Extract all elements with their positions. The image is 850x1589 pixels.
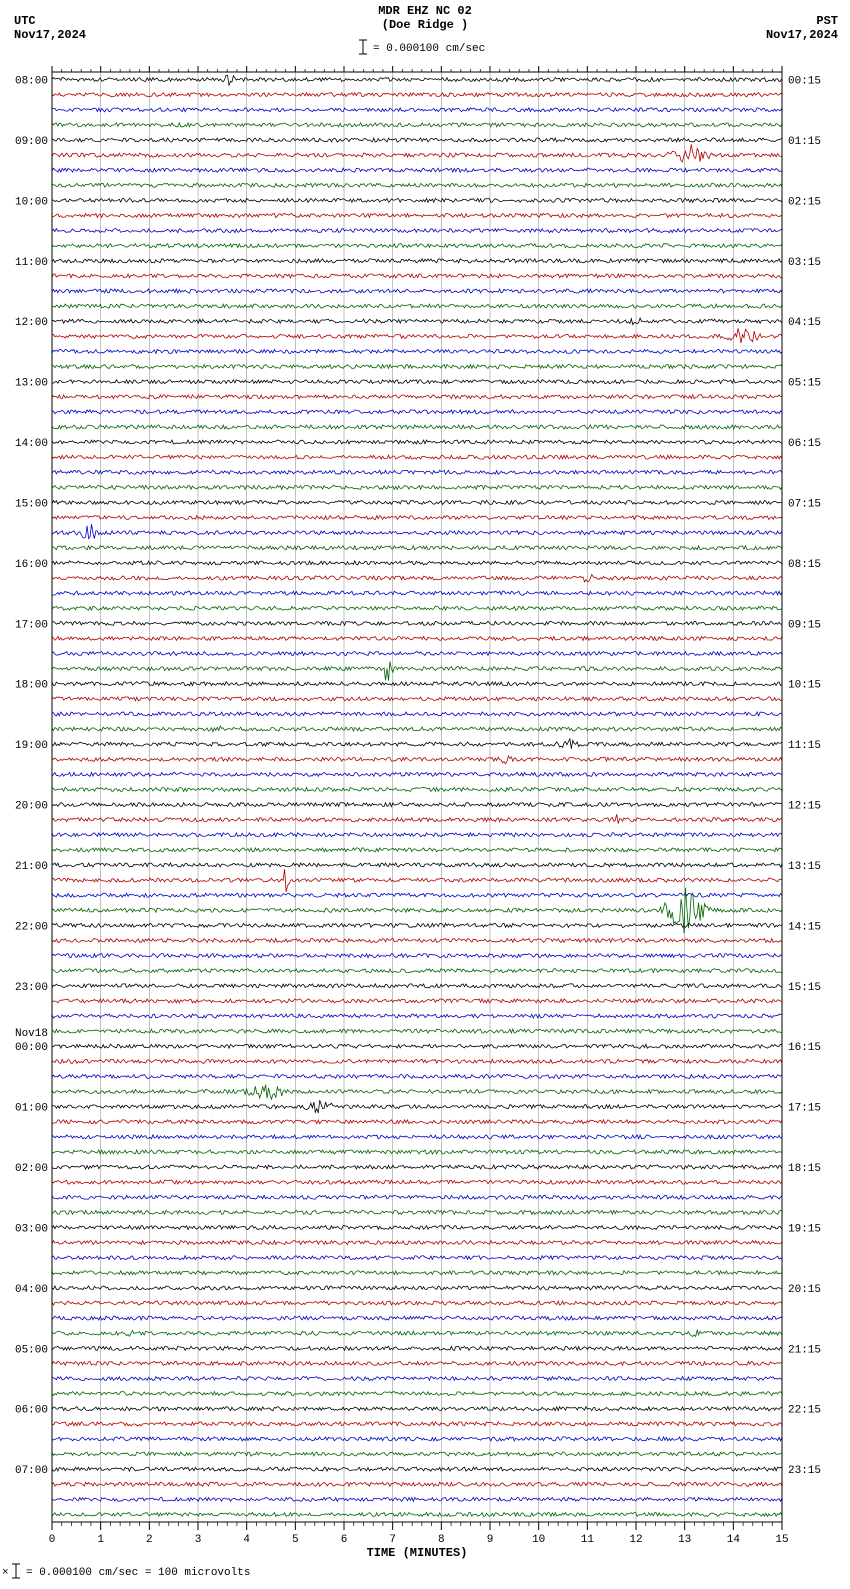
- x-tick-label: 12: [629, 1534, 642, 1546]
- right-date: Nov17,2024: [766, 28, 838, 42]
- x-tick-label: 13: [678, 1534, 691, 1546]
- pst-hour-label: 12:15: [788, 801, 821, 813]
- footer-scale: = 0.000100 cm/sec = 100 microvolts: [26, 1567, 250, 1579]
- utc-hour-label: 01:00: [15, 1103, 48, 1115]
- scale-text: = 0.000100 cm/sec: [373, 43, 485, 55]
- pst-hour-label: 15:15: [788, 982, 821, 994]
- pst-hour-label: 13:15: [788, 861, 821, 873]
- x-tick-label: 3: [195, 1534, 202, 1546]
- utc-hour-label: 09:00: [15, 136, 48, 148]
- utc-hour-label: 12:00: [15, 317, 48, 329]
- utc-hour-label: 06:00: [15, 1405, 48, 1417]
- utc-hour-label: 15:00: [15, 498, 48, 510]
- utc-hour-label: 14:00: [15, 438, 48, 450]
- x-tick-label: 14: [727, 1534, 741, 1546]
- pst-hour-label: 00:15: [788, 76, 821, 88]
- pst-hour-label: 19:15: [788, 1223, 821, 1235]
- x-tick-label: 10: [532, 1534, 545, 1546]
- x-tick-label: 1: [97, 1534, 104, 1546]
- pst-hour-label: 08:15: [788, 559, 821, 571]
- x-tick-label: 8: [438, 1534, 445, 1546]
- footer-glyph: ×: [2, 1567, 9, 1579]
- day2-label: Nov18: [15, 1028, 48, 1040]
- utc-hour-label: 00:00: [15, 1042, 48, 1054]
- x-tick-label: 11: [581, 1534, 595, 1546]
- x-axis-label: TIME (MINUTES): [367, 1546, 468, 1560]
- pst-hour-label: 16:15: [788, 1042, 821, 1054]
- x-tick-label: 4: [243, 1534, 250, 1546]
- left-date: Nov17,2024: [14, 28, 86, 42]
- pst-hour-label: 23:15: [788, 1465, 821, 1477]
- seismogram-container: MDR EHZ NC 02(Doe Ridge )UTCNov17,2024PS…: [0, 0, 850, 1584]
- utc-hour-label: 16:00: [15, 559, 48, 571]
- x-tick-label: 6: [341, 1534, 348, 1546]
- pst-hour-label: 07:15: [788, 498, 821, 510]
- pst-hour-label: 01:15: [788, 136, 821, 148]
- utc-hour-label: 02:00: [15, 1163, 48, 1175]
- utc-hour-label: 21:00: [15, 861, 48, 873]
- utc-hour-label: 22:00: [15, 921, 48, 933]
- pst-hour-label: 04:15: [788, 317, 821, 329]
- seismogram-chart: MDR EHZ NC 02(Doe Ridge )UTCNov17,2024PS…: [0, 0, 850, 1584]
- pst-hour-label: 03:15: [788, 257, 821, 269]
- utc-hour-label: 18:00: [15, 680, 48, 692]
- x-tick-label: 0: [49, 1534, 56, 1546]
- utc-hour-label: 23:00: [15, 982, 48, 994]
- utc-hour-label: 10:00: [15, 196, 48, 208]
- pst-hour-label: 18:15: [788, 1163, 821, 1175]
- pst-hour-label: 14:15: [788, 921, 821, 933]
- pst-hour-label: 09:15: [788, 619, 821, 631]
- utc-hour-label: 05:00: [15, 1344, 48, 1356]
- pst-hour-label: 02:15: [788, 196, 821, 208]
- utc-hour-label: 20:00: [15, 801, 48, 813]
- left-tz: UTC: [14, 14, 36, 28]
- utc-hour-label: 13:00: [15, 378, 48, 390]
- utc-hour-label: 11:00: [15, 257, 48, 269]
- utc-hour-label: 19:00: [15, 740, 48, 752]
- pst-hour-label: 21:15: [788, 1344, 821, 1356]
- pst-hour-label: 22:15: [788, 1405, 821, 1417]
- utc-hour-label: 08:00: [15, 76, 48, 88]
- right-tz: PST: [816, 14, 838, 28]
- x-tick-label: 15: [775, 1534, 788, 1546]
- pst-hour-label: 05:15: [788, 378, 821, 390]
- station-name: (Doe Ridge ): [382, 18, 468, 32]
- pst-hour-label: 10:15: [788, 680, 821, 692]
- utc-hour-label: 03:00: [15, 1223, 48, 1235]
- pst-hour-label: 20:15: [788, 1284, 821, 1296]
- x-tick-label: 7: [389, 1534, 396, 1546]
- station-id: MDR EHZ NC 02: [378, 4, 472, 18]
- x-tick-label: 2: [146, 1534, 153, 1546]
- utc-hour-label: 07:00: [15, 1465, 48, 1477]
- pst-hour-label: 11:15: [788, 740, 821, 752]
- utc-hour-label: 04:00: [15, 1284, 48, 1296]
- x-tick-label: 5: [292, 1534, 299, 1546]
- utc-hour-label: 17:00: [15, 619, 48, 631]
- pst-hour-label: 06:15: [788, 438, 821, 450]
- x-tick-label: 9: [487, 1534, 494, 1546]
- pst-hour-label: 17:15: [788, 1103, 821, 1115]
